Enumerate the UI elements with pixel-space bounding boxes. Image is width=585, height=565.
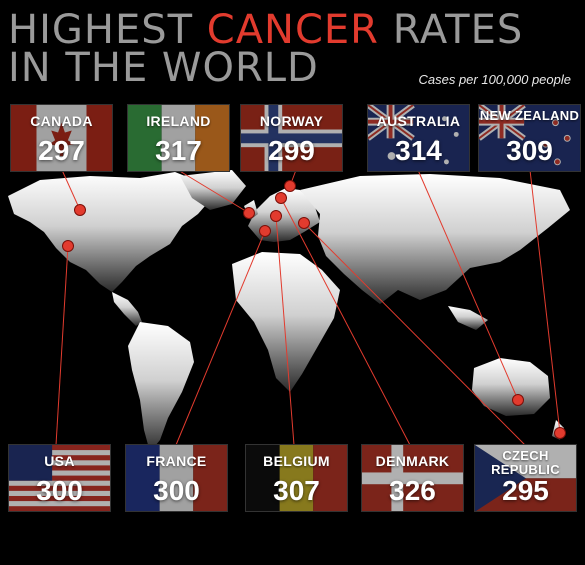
country-rate: 309 [506,135,553,166]
greenland-shape [180,170,246,210]
country-name: AUSTRALIA [376,113,461,129]
southeast-asia-shape [448,306,488,330]
country-rate: 314 [395,135,442,166]
marker-australia [512,394,524,406]
connector-czech [303,222,526,446]
country-name: NEW ZEALAND [479,108,580,123]
country-rate: 317 [155,135,202,166]
country-name: USA [44,453,75,469]
connector-france [175,230,266,446]
title-accent: CANCER [206,7,379,53]
location-markers [62,180,566,439]
country-rate: 299 [268,135,315,166]
country-rate: 307 [273,475,320,506]
marker-usa [62,240,74,252]
marker-norway [284,180,296,192]
connector-denmark [280,197,411,446]
country-name: DENMARK [375,453,450,469]
country-name: CZECH REPUBLIC [491,448,560,477]
australia-flag-icon [368,105,469,171]
marker-ireland [243,207,255,219]
marker-denmark [275,192,287,204]
subtitle: Cases per 100,000 people [418,72,571,87]
country-rate: 300 [36,475,83,506]
usa-flag-icon [9,445,110,511]
country-name: CANADA [30,113,93,129]
title-line-1: HIGHEST CANCER RATES [8,10,523,50]
country-rate: 295 [502,475,549,506]
denmark-flag-icon [362,445,463,511]
connector-new-zealand [529,169,561,434]
connector-ireland [177,169,250,214]
marker-canada [74,204,86,216]
country-rate: 326 [389,475,436,506]
central-america-shape [112,292,142,326]
country-rate: 297 [38,135,85,166]
north-america-shape [8,172,212,292]
marker-czech [298,217,310,229]
south-america-shape [128,322,194,452]
france-flag-icon [126,445,227,511]
africa-shape [232,252,340,392]
country-card-canada: CANADA 297 [10,104,113,172]
connector-belgium [275,215,295,446]
country-card-new-zealand: NEW ZEALAND 309 [478,104,581,172]
czech-republic-flag-icon [475,445,576,511]
country-card-denmark: DENMARK 326 [361,444,464,512]
connector-lines [55,169,561,446]
connector-australia [417,169,519,401]
country-card-australia: AUSTRALIA 314 [367,104,470,172]
belgium-flag-icon [246,445,347,511]
country-card-france: FRANCE 300 [125,444,228,512]
country-card-norway: NORWAY 299 [240,104,343,172]
country-card-usa: USA 300 [8,444,111,512]
title-suffix: RATES [378,7,524,53]
marker-france [259,225,271,237]
ireland-flag-icon [128,105,229,171]
marker-belgium [270,210,282,222]
country-name: IRELAND [146,113,211,129]
canada-flag-icon [11,105,112,171]
connector-canada [61,169,81,211]
connector-usa [55,245,69,446]
country-name: BELGIUM [263,453,330,469]
country-card-czech-republic: CZECH REPUBLIC 295 [474,444,577,512]
new-zealand-flag-icon [479,105,580,171]
country-name: NORWAY [259,113,324,129]
australia-shape [472,358,550,416]
marker-new-zealand [554,427,566,439]
country-rate: 300 [153,475,200,506]
asia-shape [300,174,570,304]
country-card-ireland: IRELAND 317 [127,104,230,172]
country-card-belgium: BELGIUM 307 [245,444,348,512]
title-prefix: HIGHEST [8,7,207,53]
country-name: FRANCE [146,453,207,469]
norway-flag-icon [241,105,342,171]
title-line-2: IN THE WORLD [8,45,319,91]
